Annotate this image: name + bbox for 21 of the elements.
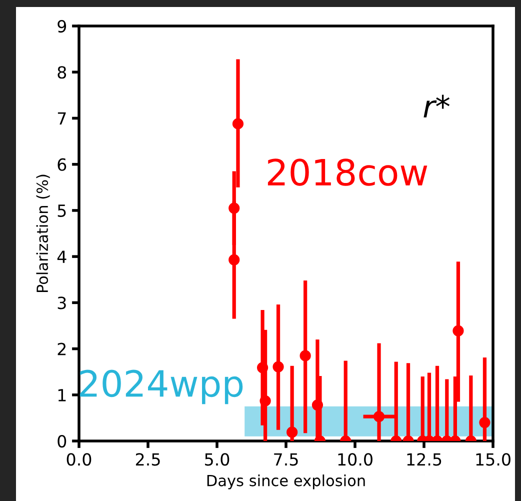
y-tick-label: 3 <box>58 296 66 310</box>
x-tick-label: 12.5 <box>407 453 442 466</box>
y-tick-label: 1 <box>58 389 66 402</box>
y-tick-label: 6 <box>58 158 66 171</box>
y-tick-label: 5 <box>58 204 66 218</box>
y-tick-label: 9 <box>58 20 66 33</box>
y-tick-label: 0 <box>58 434 66 448</box>
annotation: r* <box>424 94 450 118</box>
series-label: 2018cow <box>268 158 428 186</box>
x-tick-label: 10.0 <box>338 453 372 466</box>
y-tick-label: 7 <box>58 112 66 125</box>
x-tick-label: 0.0 <box>66 453 92 466</box>
x-axis-title: Days since explosion <box>207 474 365 490</box>
x-tick-label: 7.5 <box>274 453 298 466</box>
x-tick-label: 5.0 <box>205 453 230 466</box>
x-tick-label: 2.5 <box>136 453 160 466</box>
y-tick-label: 8 <box>58 66 66 79</box>
x-tick-label: 15.0 <box>476 453 510 466</box>
y-tick-label: 4 <box>57 250 66 263</box>
y-axis-title: Polarization (%) <box>36 174 50 292</box>
y-tick-label: 2 <box>58 342 66 356</box>
